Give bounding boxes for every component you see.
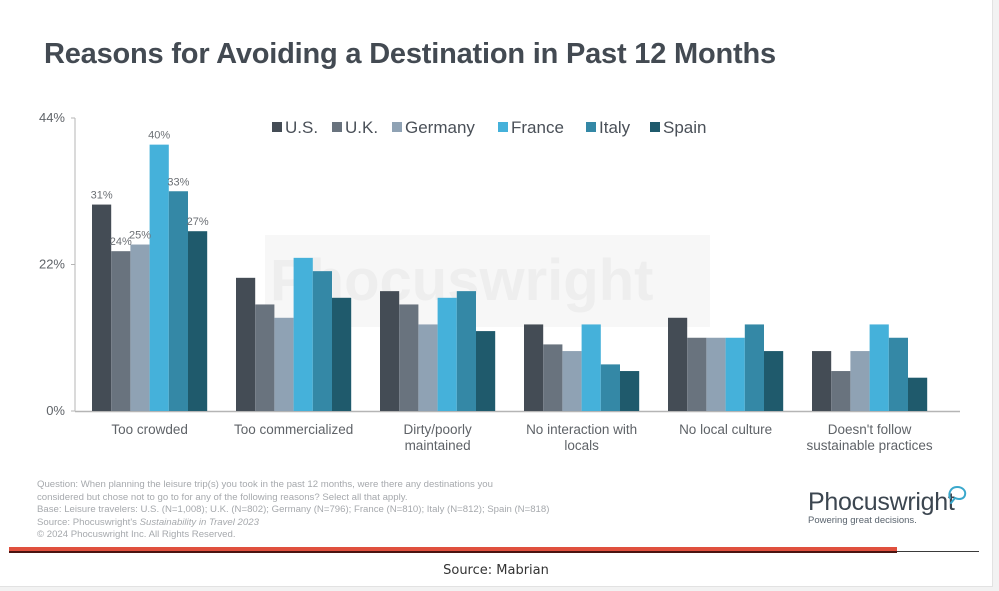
- bar: [418, 324, 438, 411]
- data-label: 31%: [91, 190, 113, 202]
- legend-label: Italy: [599, 118, 631, 137]
- bar: [869, 324, 889, 411]
- bar: [764, 351, 784, 411]
- bar: [908, 377, 928, 411]
- legend-label: France: [511, 118, 564, 137]
- logo-tagline: Powering great decisions.: [808, 515, 917, 526]
- y-axis: 0% 22% 44%: [39, 110, 960, 418]
- legend-item: Germany: [392, 118, 475, 137]
- legend: U.S. U.K. Germany France Italy Spain: [272, 118, 706, 137]
- footnotes: Question: When planning the leisure trip…: [37, 479, 549, 542]
- legend-item: U.S.: [272, 118, 318, 137]
- bar: [524, 324, 544, 411]
- bar-chart: Phocuswright 0% 22% 44% 31% 24%25% 40% 33% 27%…: [39, 110, 960, 453]
- x-tick-label: sustainable practices: [807, 438, 933, 453]
- bar: [687, 337, 707, 411]
- legend-label: Germany: [405, 118, 475, 137]
- bar: [456, 291, 476, 411]
- x-tick-label: Dirty/poorly: [403, 422, 472, 437]
- bar: [562, 351, 582, 411]
- base-note: Base: Leisure travelers: U.S. (N=1,008);…: [37, 504, 550, 516]
- chart-title: Reasons for Avoiding a Destination in Pa…: [44, 38, 776, 70]
- legend-label: U.K.: [345, 118, 378, 137]
- bar: [255, 304, 275, 411]
- data-label: 24%: [110, 236, 132, 248]
- x-tick-label: maintained: [405, 438, 471, 453]
- data-label: 25%: [129, 230, 151, 242]
- legend-item: France: [498, 118, 564, 137]
- source-report-title: Sustainability in Travel 2023: [139, 516, 259, 528]
- bar: [92, 204, 112, 411]
- x-tick-label: locals: [564, 438, 599, 453]
- question-note: Question: When planning the leisure trip…: [37, 479, 493, 490]
- bar: [888, 337, 908, 411]
- legend-item: U.K.: [332, 118, 378, 137]
- bar: [293, 257, 313, 411]
- bar: [149, 144, 169, 412]
- image-caption: Source: Mabrian: [443, 563, 549, 578]
- x-tick-label: No interaction with: [526, 422, 637, 437]
- bar: [111, 251, 131, 411]
- legend-swatch: [586, 122, 596, 132]
- phocuswright-logo: Phocuswright Powering great decisions.: [808, 485, 967, 526]
- legend-swatch: [272, 122, 282, 132]
- bar: [188, 231, 208, 411]
- x-tick-label: Too commercialized: [234, 422, 353, 437]
- bar: [476, 331, 496, 411]
- legend-swatch: [392, 122, 402, 132]
- watermark: Phocuswright: [265, 235, 710, 327]
- x-axis-labels: Too crowded Too commercialized Dirty/poorl…: [111, 422, 933, 453]
- bar: [744, 324, 764, 411]
- bar: [850, 351, 870, 411]
- bars: [92, 144, 928, 412]
- y-tick-label: 22%: [39, 257, 65, 272]
- footer-accent-bar: [9, 547, 897, 553]
- x-tick-label: Too crowded: [111, 422, 188, 437]
- bar: [620, 371, 640, 411]
- speech-bubble-icon: [948, 485, 967, 504]
- legend-item: Spain: [650, 118, 706, 137]
- bar: [706, 337, 726, 411]
- footer-divider: [897, 551, 979, 552]
- legend-item: Italy: [586, 118, 631, 137]
- bar: [168, 191, 188, 411]
- y-tick-label: 44%: [39, 110, 65, 125]
- data-label: 40%: [148, 130, 170, 142]
- y-tick-label: 0%: [46, 403, 65, 418]
- legend-label: U.S.: [285, 118, 318, 137]
- x-tick-label: Doesn't follow: [828, 422, 912, 437]
- bar: [332, 297, 352, 411]
- legend-swatch: [332, 122, 342, 132]
- bar: [543, 344, 563, 411]
- bar: [236, 277, 256, 411]
- bar: [668, 317, 688, 411]
- legend-swatch: [498, 122, 508, 132]
- data-labels: 31% 24%25% 40% 33% 27%: [91, 130, 209, 249]
- legend-label: Spain: [663, 118, 706, 137]
- data-label: 27%: [187, 216, 209, 228]
- x-tick-label: No local culture: [679, 422, 772, 437]
- bar: [600, 364, 620, 411]
- bar: [399, 304, 419, 411]
- data-label: 33%: [167, 176, 189, 188]
- source-note: Source: Phocuswright's Sustainability in…: [37, 516, 259, 528]
- bar: [812, 351, 832, 411]
- logo-wordmark: Phocuswright: [808, 485, 967, 517]
- bar: [437, 297, 457, 411]
- bar: [312, 271, 332, 411]
- bar: [274, 317, 294, 411]
- bar: [581, 324, 601, 411]
- question-note-cont: considered but chose not to go to for an…: [37, 491, 408, 503]
- bar: [725, 337, 745, 411]
- bar: [130, 244, 150, 411]
- bar: [831, 371, 851, 411]
- copyright-note: © 2024 Phocuswright Inc. All Rights Rese…: [37, 529, 236, 541]
- bar: [380, 291, 400, 411]
- legend-swatch: [650, 122, 660, 132]
